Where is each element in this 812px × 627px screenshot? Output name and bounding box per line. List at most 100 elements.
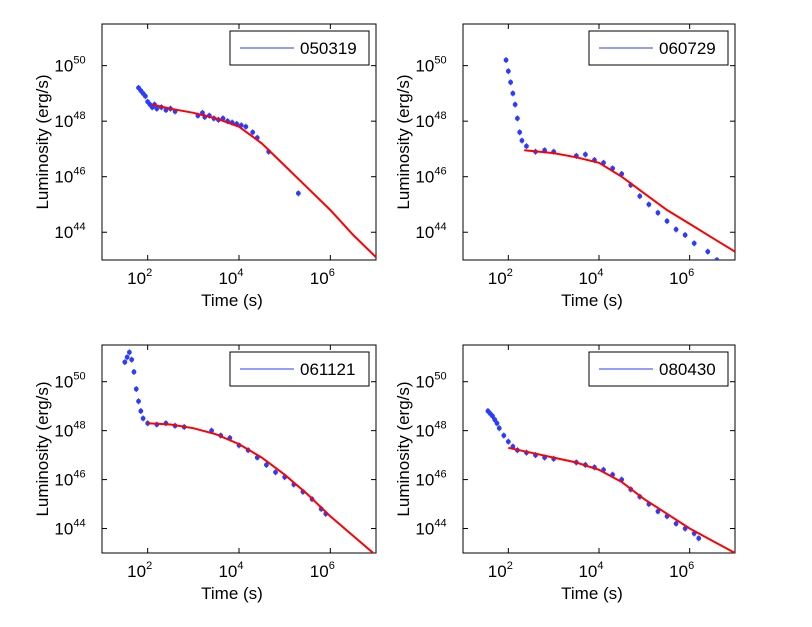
y-tick-label: 1044: [54, 221, 85, 242]
chart-panel-4: 102 104 106 1044 1046 1048 1050 Time (s) Luminos…: [394, 344, 736, 603]
data-point: [517, 129, 523, 135]
data-point: [122, 359, 128, 365]
data-point: [512, 102, 518, 107]
x-tick-label: 102: [488, 560, 513, 581]
model-curve: [508, 446, 735, 553]
data-point: [505, 68, 511, 74]
data-point: [492, 417, 498, 423]
x-tick-label: 106: [310, 560, 335, 581]
y-tick-label: 1044: [54, 518, 85, 539]
data-point: [490, 413, 495, 419]
data-point: [295, 190, 301, 196]
data-point: [655, 210, 661, 216]
data-point: [140, 416, 146, 421]
legend-label: 060729: [659, 39, 716, 58]
data-point: [250, 129, 256, 135]
legend-label: 080430: [659, 360, 716, 379]
legend: 060729: [588, 30, 729, 66]
data-point: [519, 138, 525, 144]
data-point: [133, 386, 139, 392]
data-point: [705, 249, 711, 255]
chart-panel-1: 102 104 106 1044 1046 1048 1050 Time (s) Luminos…: [33, 23, 377, 310]
legend: 061121: [229, 351, 370, 387]
y-tick-label: 1046: [54, 469, 85, 490]
data-points: [485, 408, 702, 542]
data-point: [515, 116, 520, 121]
legend-label: 050319: [300, 39, 357, 58]
data-point: [696, 535, 702, 541]
data-point: [496, 425, 502, 431]
data-point: [138, 408, 144, 414]
x-tick-label: 106: [669, 267, 694, 288]
x-tick-label: 104: [578, 560, 603, 581]
x-tick-label: 102: [488, 267, 513, 288]
legend: 050319: [229, 30, 370, 66]
data-point: [142, 93, 148, 99]
x-tick-label: 104: [218, 560, 243, 581]
data-point: [714, 257, 720, 260]
data-point: [673, 227, 679, 232]
y-tick-label: 1050: [415, 55, 446, 76]
y-axis-label: Luminosity (erg/s): [33, 74, 52, 209]
y-tick-label: 1048: [54, 110, 85, 131]
data-point: [136, 398, 141, 404]
y-tick-label: 1044: [415, 518, 446, 539]
model-curve: [147, 422, 375, 553]
data-point: [503, 57, 509, 63]
y-tick-label: 1050: [54, 55, 85, 76]
data-point: [145, 420, 151, 426]
legend-label: 061121: [300, 360, 355, 379]
model-curve: [151, 103, 376, 258]
data-point: [583, 152, 588, 157]
data-point: [264, 462, 269, 468]
y-tick-label: 1046: [415, 469, 446, 490]
data-point: [129, 357, 135, 363]
chart-panel-2: 102 104 106 1044 1046 1048 1050 Time (s) Luminos…: [394, 23, 736, 310]
x-tick-label: 106: [310, 267, 335, 288]
data-point: [673, 521, 679, 527]
data-points: [136, 84, 301, 197]
x-tick-label: 102: [127, 560, 152, 581]
x-tick-label: 104: [218, 267, 243, 288]
y-tick-label: 1048: [54, 420, 85, 441]
y-tick-label: 1048: [415, 110, 446, 131]
y-tick-label: 1044: [415, 221, 446, 242]
data-point: [505, 439, 511, 445]
legend: 080430: [588, 351, 729, 387]
y-axis-label: Luminosity (erg/s): [394, 74, 413, 209]
data-point: [273, 469, 278, 475]
data-points: [503, 57, 720, 260]
data-point: [124, 354, 130, 360]
model-curve: [524, 149, 735, 253]
data-point: [510, 91, 516, 96]
x-axis-label: Time (s): [561, 291, 623, 310]
y-tick-label: 1046: [415, 166, 446, 187]
data-point: [154, 106, 160, 112]
y-tick-label: 1050: [415, 371, 446, 392]
data-point: [664, 218, 670, 224]
x-axis-label: Time (s): [561, 584, 623, 603]
x-axis-label: Time (s): [201, 584, 263, 603]
y-tick-label: 1050: [54, 371, 85, 392]
x-tick-label: 106: [669, 560, 694, 581]
data-point: [494, 420, 500, 426]
y-axis-label: Luminosity (erg/s): [394, 381, 413, 516]
data-point: [646, 202, 652, 207]
data-point: [655, 509, 661, 514]
y-tick-label: 1048: [415, 420, 446, 441]
data-point: [682, 232, 688, 238]
y-tick-label: 1046: [54, 166, 85, 187]
data-point: [691, 240, 697, 246]
x-tick-label: 102: [127, 267, 152, 288]
data-point: [131, 369, 137, 375]
data-point: [243, 124, 249, 130]
data-point: [508, 79, 513, 85]
data-point: [501, 433, 507, 438]
chart-panel-3: 102 104 106 1044 1046 1048 1050 Time (s) Luminos…: [33, 344, 377, 603]
data-point: [637, 193, 643, 199]
x-axis-label: Time (s): [201, 291, 263, 310]
data-point: [126, 349, 132, 355]
data-point: [524, 143, 529, 149]
y-axis-label: Luminosity (erg/s): [33, 381, 52, 516]
